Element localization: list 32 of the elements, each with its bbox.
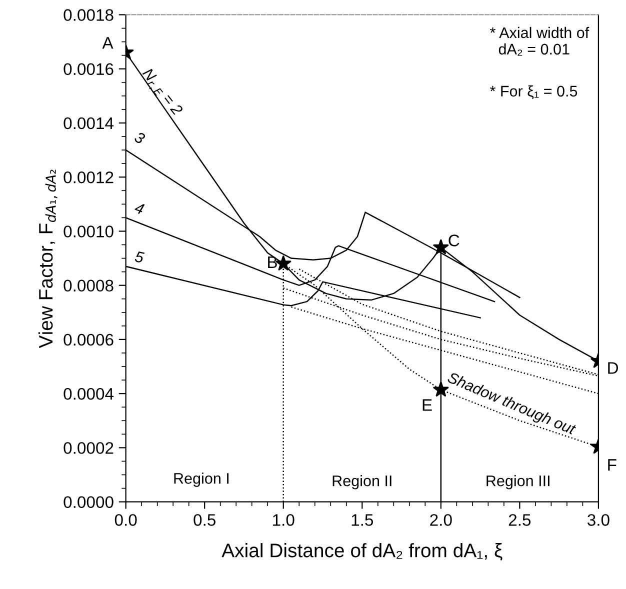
y-tick-label: 0.0004 (64, 388, 114, 400)
x-tick-label: 2.5 (508, 514, 531, 526)
y-tick-label: 0.0006 (64, 334, 114, 346)
x-axis-title: Axial Distance of dA₂ from dA₁, ξ (222, 543, 502, 560)
x-tick-label: 0.5 (194, 514, 216, 526)
annotation: F (608, 459, 616, 471)
x-tick-label: 3.0 (588, 514, 610, 526)
y-tick-label: 0.0010 (64, 226, 114, 238)
y-tick-label: 0.0014 (64, 117, 114, 130)
y-tick-label: 0.0000 (64, 496, 114, 508)
y-tick-label: 0.0012 (64, 171, 114, 184)
x-tick-label: 1.5 (352, 514, 374, 526)
x-tick-label: 2.0 (430, 514, 452, 526)
x-tick-label: 0.0 (114, 514, 137, 526)
y-tick-label: 0.0018 (64, 9, 114, 21)
annotation: Region III (486, 475, 550, 490)
annotation: 4 (134, 202, 145, 215)
annotation: * For ξ₁ = 0.5 (490, 85, 578, 100)
y-tick-label: 0.0016 (64, 63, 114, 76)
annotation: 3 (134, 131, 146, 145)
annotation: C (448, 234, 460, 246)
annotation: Region II (332, 475, 392, 490)
y-tick-label: 0.0008 (64, 280, 114, 292)
annotation: A (102, 37, 114, 49)
annotation: E (422, 399, 432, 411)
y-tick-label: 0.0002 (64, 442, 114, 454)
annotation: 5 (134, 251, 145, 264)
annotation: Region I (174, 472, 228, 487)
y-axis-title: View Factor, F$_{dA₁,dA₂}$ (38, 170, 58, 348)
x-tick-label: 1.0 (273, 514, 294, 526)
annotation: D (608, 362, 618, 374)
annotation: * Axial width of dA₂ = 0.01 (490, 26, 590, 56)
